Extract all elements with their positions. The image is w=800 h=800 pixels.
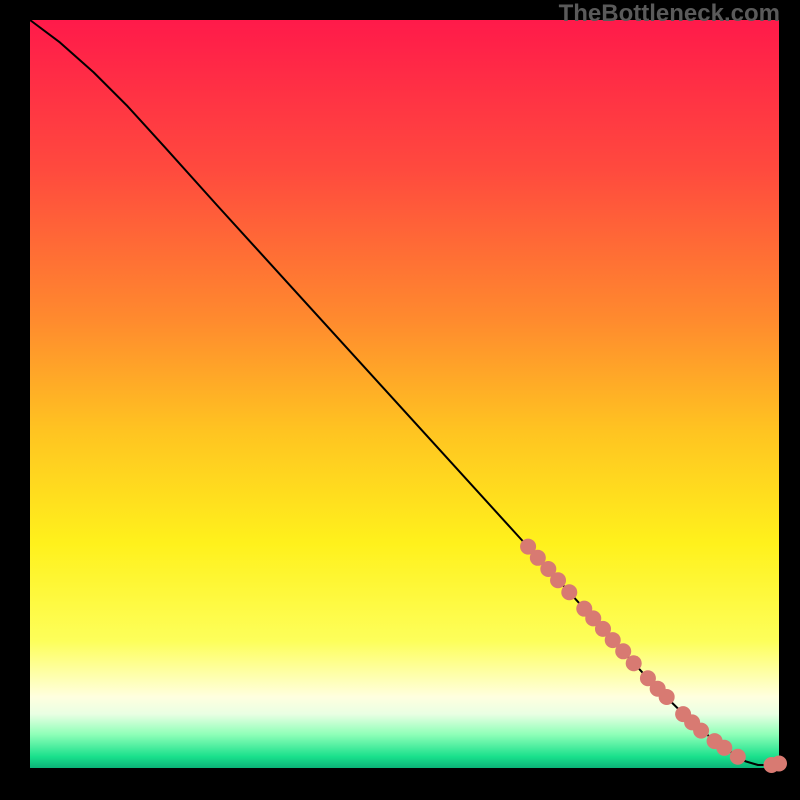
plot-background <box>30 20 779 768</box>
watermark-text: TheBottleneck.com <box>559 0 780 28</box>
marker-dot <box>561 584 577 600</box>
bottleneck-chart <box>0 0 800 800</box>
marker-dot <box>659 689 675 705</box>
marker-dot <box>771 756 787 772</box>
marker-dot <box>716 740 732 756</box>
marker-dot <box>550 572 566 588</box>
marker-dot <box>626 655 642 671</box>
marker-dot <box>693 723 709 739</box>
marker-dot <box>615 643 631 659</box>
marker-dot <box>730 749 746 765</box>
